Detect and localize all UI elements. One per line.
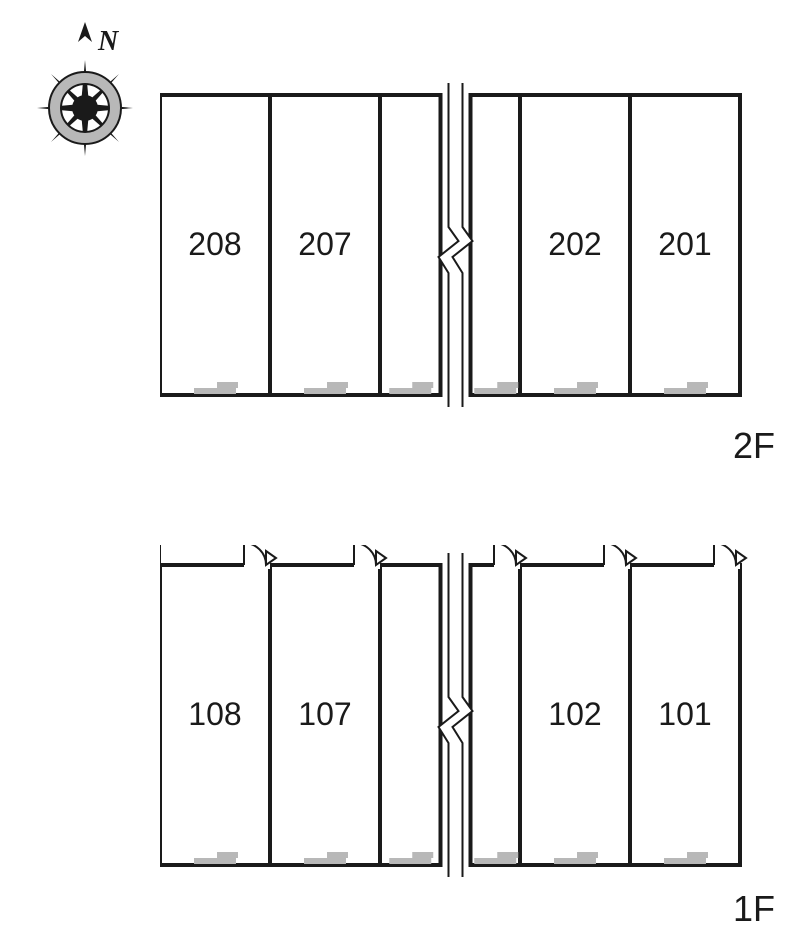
floor-2-label: 2F (733, 425, 775, 467)
floor-1-label: 1F (733, 888, 775, 930)
unit-label-108: 108 (188, 696, 241, 732)
unit-label-201: 201 (658, 226, 711, 262)
unit-label-208: 208 (188, 226, 241, 262)
unit-label-101: 101 (658, 696, 711, 732)
unit-label-202: 202 (548, 226, 601, 262)
unit-label-102: 102 (548, 696, 601, 732)
compass-rose: N (20, 20, 150, 170)
unit-label-107: 107 (298, 696, 351, 732)
unit-label-207: 207 (298, 226, 351, 262)
svg-text:N: N (97, 26, 120, 57)
floor-2-plan: 208 207 202 201 (160, 75, 760, 415)
north-arrow: N (78, 22, 120, 57)
floor-1-plan: 108 107 102 101 (160, 545, 760, 885)
